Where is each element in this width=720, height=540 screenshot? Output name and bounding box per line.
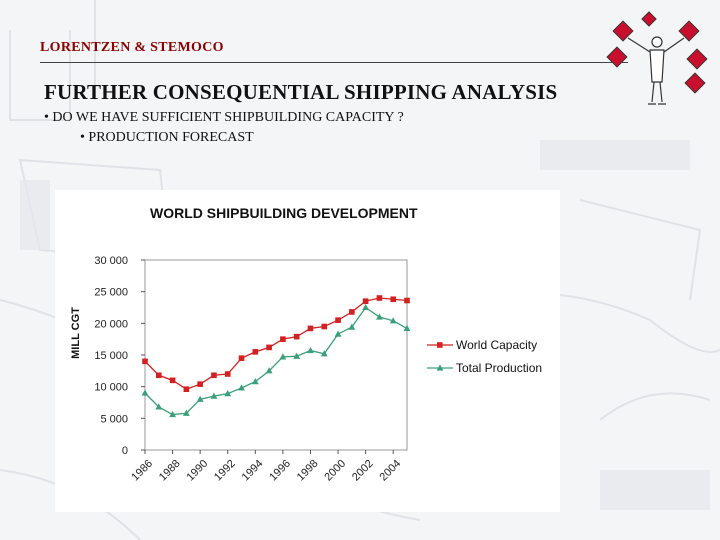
x-tick-label: 1998 [295, 458, 321, 484]
y-tick-label: 30 000 [94, 255, 128, 267]
y-tick-label: 0 [122, 445, 128, 457]
x-tick-label: 1992 [212, 458, 238, 484]
world-capacity-point [349, 309, 355, 315]
plot-frame [144, 259, 408, 451]
x-tick-label: 2004 [378, 458, 404, 484]
world-capacity-point [293, 333, 300, 340]
total-production-point [320, 350, 328, 357]
legend-world-capacity-marker [437, 342, 443, 348]
total-production-point [279, 353, 287, 360]
figure-icon [627, 36, 685, 105]
total-production-line [144, 306, 408, 416]
world-capacity-point [266, 344, 272, 351]
x-tick-label: 1988 [157, 458, 183, 484]
total-production-point [265, 367, 273, 374]
x-tick-label: 1994 [240, 458, 266, 484]
total-production-point [182, 409, 190, 416]
semaphore-logo [606, 11, 708, 105]
total-production-point [155, 403, 163, 410]
total-production-point [141, 389, 149, 396]
slide-title: FURTHER CONSEQUENTIAL SHIPPING ANALYSIS [44, 80, 558, 104]
world-capacity-point [224, 371, 231, 377]
y-tick-label: 5 000 [100, 413, 128, 425]
world-capacity-point [169, 377, 176, 384]
total-production-point [307, 346, 314, 354]
header-divider [40, 62, 628, 63]
bullet-capacity-question: • DO WE HAVE SUFFICIENT SHIPBUILDING CAP… [44, 110, 404, 125]
shipbuilding-line-chart: WORLD SHIPBUILDING DEVELOPMENT MILL CGT 30… [70, 205, 542, 484]
world-capacity-point [211, 372, 217, 379]
world-capacity-point [390, 296, 397, 303]
y-tick-label: 10 000 [94, 382, 128, 394]
x-tick-label: 1990 [184, 458, 210, 484]
total-production-point [362, 303, 370, 311]
world-capacity-point [376, 295, 383, 301]
total-production-point [348, 323, 356, 330]
legend-total-production-marker [436, 364, 444, 371]
chart-panel: WORLD SHIPBUILDING DEVELOPMENT MILL CGT 30… [55, 190, 560, 512]
bullet-production-forecast: • PRODUCTION FORECAST [80, 130, 254, 145]
x-tick-label: 2002 [350, 458, 376, 484]
total-production-point [334, 330, 342, 337]
world-capacity-point [307, 325, 314, 332]
total-production-point [251, 378, 259, 385]
company-name: LORENTZEN & STEMOCO [40, 40, 224, 55]
world-capacity-point [142, 358, 148, 365]
x-tick-label: 1996 [267, 458, 293, 484]
legend-total-production-label: Total Production [456, 361, 542, 375]
x-tick-label: 1986 [129, 458, 155, 484]
total-production-point [169, 410, 176, 418]
world-capacity-point [155, 372, 162, 379]
total-production-point [224, 390, 232, 397]
world-capacity-point [280, 336, 286, 342]
world-capacity-point [335, 317, 341, 323]
x-tick-label: 2000 [322, 458, 348, 484]
total-production-point [376, 313, 383, 320]
total-production-point [403, 324, 411, 331]
world-capacity-point [238, 355, 245, 361]
world-capacity-point [321, 323, 328, 330]
chart-title: WORLD SHIPBUILDING DEVELOPMENT [150, 205, 418, 221]
world-capacity-line [144, 297, 408, 390]
world-capacity-point [362, 298, 369, 304]
world-capacity-point [183, 386, 190, 392]
total-production-point [238, 384, 245, 391]
y-tick-label: 20 000 [94, 318, 128, 330]
world-capacity-point [197, 381, 203, 387]
total-production-point [210, 392, 218, 399]
world-capacity-point [404, 297, 410, 304]
legend-world-capacity-label: World Capacity [456, 338, 537, 352]
world-capacity-point [252, 349, 259, 355]
y-axis-label: MILL CGT [70, 307, 82, 359]
y-tick-label: 15 000 [94, 350, 128, 362]
y-tick-label: 25 000 [94, 287, 128, 299]
total-production-point [389, 317, 397, 324]
total-production-point [196, 395, 204, 402]
total-production-point [293, 352, 301, 359]
flag-icon [606, 11, 708, 94]
